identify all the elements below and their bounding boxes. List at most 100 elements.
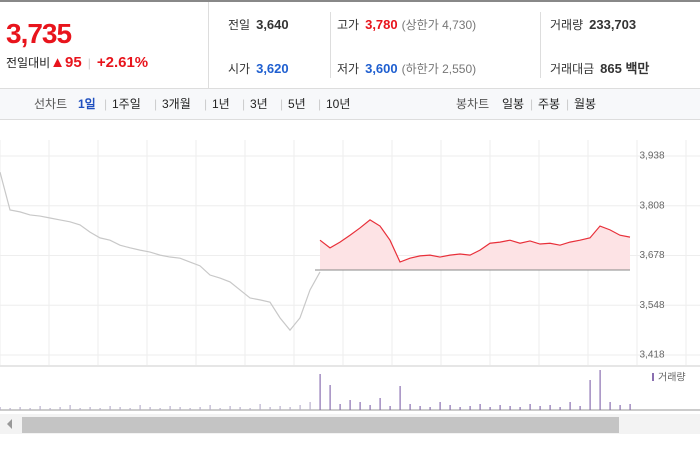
change-number: 95 <box>65 54 82 71</box>
quote-value: 3,620 <box>256 61 289 76</box>
quote-label: 저가 <box>337 62 360 76</box>
volume-bar <box>579 406 581 410</box>
volume-bar <box>609 402 611 410</box>
quote-value: 3,780 <box>365 17 398 32</box>
volume-bar <box>449 405 451 410</box>
quote-header: 3,735 전일대비▲95 | +2.61% 전일 3,640 고가 3,780 (상한가 … <box>0 0 700 88</box>
volume-bar <box>529 404 531 410</box>
tab[interactable]: 일봉 <box>502 97 525 111</box>
quote-value: 233,703 <box>589 17 637 32</box>
volume-bar <box>439 402 441 410</box>
volume-bar <box>279 406 281 410</box>
quote-label: 고가 <box>337 18 360 32</box>
y-tick-label: 3,938 <box>639 151 664 162</box>
volume-bar <box>159 408 161 410</box>
volume-bar <box>39 406 41 410</box>
chart: 3,418 3,548 3,678 3,808 3,938 거래량 <box>0 140 700 434</box>
quote-sub: (상한가 4,730) <box>401 18 477 32</box>
volume-bar <box>19 407 21 410</box>
scroll-left <box>7 419 12 429</box>
volume-bar <box>549 405 551 410</box>
area-fill <box>320 219 630 271</box>
volume-bar <box>499 405 501 410</box>
tab-label: 선차트 <box>34 97 68 111</box>
volume-bar <box>479 404 481 410</box>
volume-bar <box>99 408 101 410</box>
divider <box>540 12 541 78</box>
volume-bar <box>429 407 431 410</box>
quote-label: 거래대금 <box>550 62 595 76</box>
quote-value: 3,600 <box>365 61 398 76</box>
volume-bar <box>519 407 521 410</box>
tab[interactable]: 주봉 <box>538 97 561 111</box>
tab[interactable]: 월봉 <box>574 97 597 111</box>
change-value: ▲95 <box>50 54 82 71</box>
volume-bar <box>219 408 221 410</box>
change: 전일대비▲95 | +2.61% <box>6 54 149 71</box>
price-line <box>0 171 321 332</box>
tab[interactable]: 5년 <box>288 97 306 111</box>
tab[interactable]: 1일 <box>78 97 96 111</box>
volume-bar <box>229 406 231 410</box>
volume-bar <box>179 407 181 410</box>
change-label: 전일대비 <box>6 56 51 70</box>
legend-swatch <box>652 373 654 381</box>
tab-sep: | <box>530 97 534 111</box>
volume-bar <box>259 404 261 410</box>
volume-bar <box>189 408 191 410</box>
volume-bar <box>369 405 371 410</box>
volume-bar <box>69 405 71 410</box>
volume-bar <box>139 405 141 410</box>
tab[interactable]: 3개월 <box>162 97 191 111</box>
tab-label: 봉차트 <box>456 97 490 111</box>
volume-bar <box>299 405 301 410</box>
volume-bar <box>359 402 361 410</box>
volume-bar <box>399 386 401 410</box>
volume-bar <box>419 406 421 410</box>
volume-bar <box>349 400 351 410</box>
quote-sub: (하한가 2,550) <box>401 62 477 76</box>
price-line <box>319 219 631 263</box>
tab[interactable]: 1년 <box>212 97 230 111</box>
tab[interactable]: 10년 <box>326 97 351 111</box>
scrollbar-thumb[interactable] <box>22 417 619 433</box>
volume-bar <box>199 407 201 410</box>
tab[interactable]: 3년 <box>250 97 268 111</box>
volume-bar <box>0 407 1 410</box>
price: 3,735 <box>6 18 72 49</box>
volume-bar <box>169 406 171 410</box>
volume-bar <box>269 407 271 410</box>
volume-bar <box>319 374 321 410</box>
legend-label: 거래량 <box>658 372 686 384</box>
change-pct: +2.61% <box>96 54 149 71</box>
y-tick-label: 3,678 <box>639 250 664 261</box>
volume-bar <box>379 398 381 410</box>
price-box: 3,735 전일대비▲95 | +2.61% <box>0 2 209 88</box>
quote-label: 시가 <box>228 62 251 76</box>
quote-cell: 거래대금 865 백만 <box>550 59 649 79</box>
volume-bar <box>119 407 121 410</box>
volume-bar <box>599 370 601 410</box>
tab[interactable]: 1주일 <box>112 97 141 111</box>
volume-bar <box>389 406 391 410</box>
quote-cell: 전일 3,640 <box>228 15 289 35</box>
tab-sep: | <box>154 97 158 111</box>
volume-bar <box>149 407 151 410</box>
volume-bar <box>329 385 331 410</box>
volume-bar <box>289 407 291 410</box>
quote-cell: 시가 3,620 <box>228 59 289 79</box>
tab-sep: | <box>242 97 246 111</box>
tab-bar: 선차트 1일 | 1주일 | 3개월 | 1년 | 3년 | 5년 | 10년 봉차트 일봉 | 주봉 | 월봉 <box>0 88 700 120</box>
quote-label: 전일 <box>228 18 251 32</box>
quote-label: 거래량 <box>550 18 584 32</box>
y-tick-label: 3,548 <box>639 300 664 311</box>
quote-cell: 고가 3,780 (상한가 4,730) <box>337 15 476 35</box>
volume-bar <box>629 404 631 410</box>
volume-bar <box>469 406 471 410</box>
volume-bar <box>559 407 561 410</box>
volume-bar <box>9 408 11 410</box>
tab-sep: | <box>280 97 284 111</box>
tab-sep: | <box>318 97 322 111</box>
divider <box>330 12 331 78</box>
